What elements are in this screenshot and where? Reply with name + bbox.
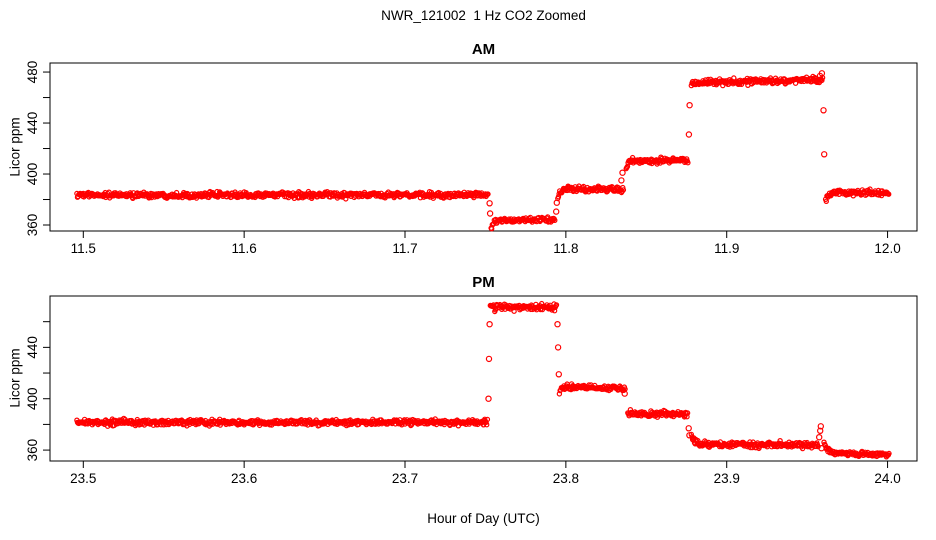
pm-transition-point	[816, 434, 823, 441]
am-transition-point	[686, 101, 693, 109]
am-x-tick-label: 11.6	[232, 241, 257, 256]
pm-y-tick-label: 440	[25, 336, 40, 359]
pm-data-points	[74, 300, 892, 460]
pm-transition-point	[685, 425, 692, 432]
pm-plot-box	[49, 295, 918, 462]
am-transition-point	[820, 107, 827, 114]
am-y-tick-label: 400	[25, 163, 40, 186]
pm-transition-point	[818, 445, 825, 452]
am-transition-point	[685, 131, 693, 138]
am-transition-point	[818, 70, 826, 77]
am-y-tick-label: 360	[25, 214, 40, 237]
pm-panel-title: PM	[472, 274, 495, 291]
pm-x-tick-label: 23.6	[231, 471, 257, 486]
am-x-axis: 11.5 11.6 11.7 11.8 11.9 12.0	[71, 231, 901, 256]
am-panel: 11.5 11.6 11.7 11.8 11.9 12.0 360 400 440 480	[25, 61, 918, 256]
am-transition-point	[553, 208, 560, 215]
am-transition-point	[553, 199, 561, 206]
am-transition-point	[486, 200, 493, 207]
am-data-points	[74, 70, 892, 232]
pm-x-tick-label: 23.9	[714, 471, 740, 486]
pm-panel: 23.5 23.6 23.7 23.8 23.9 24.0 360 400 440	[25, 295, 918, 486]
pm-x-tick-label: 23.7	[392, 471, 418, 486]
am-x-tick-label: 11.9	[714, 241, 739, 256]
pm-x-tick-label: 23.8	[553, 471, 579, 486]
am-x-tick-label: 11.8	[553, 241, 578, 256]
chart-title: NWR_121002 1 Hz CO2 Zoomed	[381, 8, 586, 23]
pm-transition-point	[555, 371, 563, 378]
am-transition-point	[619, 169, 626, 176]
am-y-axis: 360 400 440 480	[25, 61, 50, 236]
pm-transition-point	[554, 321, 561, 328]
am-y-tick-label: 440	[25, 112, 40, 135]
pm-transition-point	[817, 423, 825, 430]
am-transition-point	[486, 210, 494, 217]
am-x-tick-label: 11.7	[392, 241, 417, 256]
pm-x-tick-label: 23.5	[70, 471, 96, 486]
pm-transition-point	[485, 355, 493, 363]
pm-transition-point	[621, 390, 628, 397]
pm-transition-point	[485, 395, 492, 402]
pm-transition-point	[686, 432, 693, 439]
pm-transition-point	[554, 344, 562, 351]
pm-transition-point	[486, 321, 493, 328]
am-transition-point	[821, 151, 828, 158]
pm-x-axis: 23.5 23.6 23.7 23.8 23.9 24.0	[70, 461, 901, 486]
pm-y-tick-label: 400	[25, 387, 40, 410]
pm-y-axis: 360 400 440	[25, 321, 50, 462]
pm-y-tick-label: 360	[25, 439, 40, 462]
am-transition-point	[618, 177, 625, 184]
am-x-tick-label: 11.5	[71, 241, 96, 256]
x-axis-label: Hour of Day (UTC)	[427, 511, 540, 526]
am-y-tick-label: 480	[25, 61, 40, 84]
pm-x-tick-label: 24.0	[874, 471, 900, 486]
am-x-tick-label: 12.0	[874, 241, 900, 256]
am-panel-title: AM	[471, 41, 496, 58]
pm-transition-point	[817, 427, 824, 434]
am-plot-box	[49, 62, 918, 232]
